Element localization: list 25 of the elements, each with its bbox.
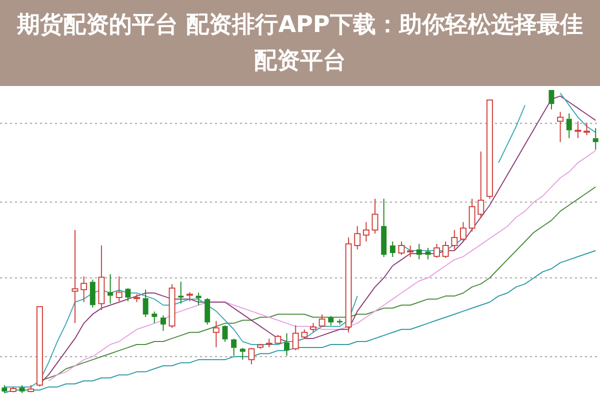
- candlestick: [125, 288, 131, 302]
- candlestick: [90, 279, 96, 308]
- candlestick: [204, 298, 210, 326]
- candlestick: [425, 247, 431, 260]
- candlestick: [142, 289, 148, 318]
- candlestick: [160, 314, 166, 332]
- candlestick: [196, 292, 202, 306]
- candlestick: [328, 316, 334, 326]
- candlestick: [592, 128, 598, 150]
- candlestick: [222, 326, 228, 342]
- candlestick: [19, 384, 25, 393]
- candlestick: [152, 310, 158, 324]
- candlestick: [108, 274, 114, 304]
- chart-title: 期货配资的平台 配资排行APP下载：助你轻松选择最佳配资平台: [16, 11, 584, 76]
- candlestick: [336, 318, 342, 326]
- candlestick: [284, 332, 290, 356]
- candlestick: [416, 243, 422, 260]
- candlestick: [381, 198, 387, 258]
- candlestick: [240, 347, 246, 360]
- candlestick: [178, 281, 184, 304]
- candlestick: [548, 90, 554, 110]
- candlestick: [390, 241, 396, 258]
- candlestick: [566, 112, 572, 139]
- candlestick: [2, 384, 8, 393]
- candlestick: [231, 339, 237, 356]
